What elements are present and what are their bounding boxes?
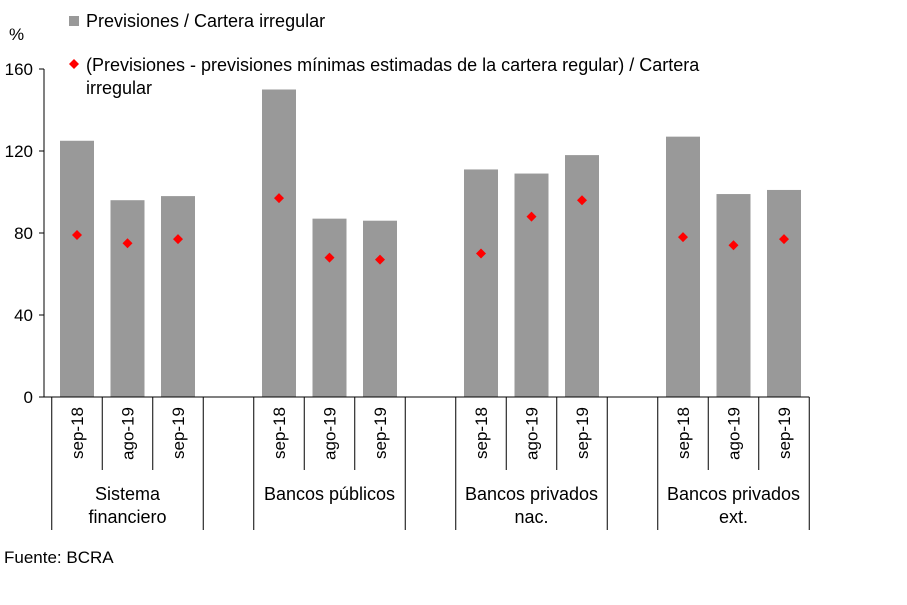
group-label-line: Bancos privados (465, 484, 598, 504)
marker-point (72, 230, 82, 241)
legend-label-bar-series: Previsiones / Cartera irregular (86, 11, 325, 31)
x-tick-label: ago-19 (321, 407, 340, 460)
x-tick-label: ago-19 (119, 407, 138, 460)
marker-point (173, 234, 183, 245)
group-label-line: financiero (88, 507, 166, 527)
x-tick-label: sep-18 (68, 407, 87, 459)
marker-point (779, 234, 789, 245)
x-tick-label: sep-18 (472, 407, 491, 459)
bar (716, 194, 751, 397)
y-tick-label: 80 (14, 224, 33, 243)
x-tick-label: sep-18 (674, 407, 693, 459)
bar (312, 218, 347, 397)
marker-point (375, 254, 385, 265)
legend-marker-swatch (69, 59, 79, 69)
bar (464, 169, 498, 397)
bar (767, 189, 801, 397)
y-axis-unit-label: % (9, 25, 24, 44)
marker-series (72, 193, 789, 265)
group-label-line: Bancos públicos (264, 484, 395, 504)
x-tick-label: ago-19 (725, 407, 744, 460)
legend: Previsiones / Cartera irregular (Previsi… (69, 11, 700, 98)
marker-point (526, 211, 537, 222)
legend-label-line: (Previsiones - previsiones mínimas estim… (86, 55, 700, 75)
legend-label-line: irregular (86, 78, 152, 98)
bar (565, 155, 599, 397)
y-tick-label: 160 (5, 60, 33, 79)
bar (666, 136, 700, 397)
bar-series (60, 89, 801, 397)
group-label: Bancos públicos (264, 484, 395, 504)
marker-point (274, 193, 284, 204)
x-tick-label: ago-19 (523, 407, 542, 460)
marker-point (678, 232, 688, 243)
bar (60, 140, 94, 397)
group-label: Bancos privados ext. (667, 484, 800, 527)
marker-point (577, 195, 587, 206)
marker-point (324, 252, 335, 263)
bar (514, 173, 549, 397)
x-tick-label: sep-19 (371, 407, 390, 459)
y-tick-label: 120 (5, 142, 33, 161)
x-tick-label: sep-19 (573, 407, 592, 459)
bar (262, 89, 296, 397)
bar (161, 196, 195, 397)
marker-point (122, 238, 133, 249)
x-tick-label: sep-19 (775, 407, 794, 459)
marker-point (476, 248, 486, 259)
y-tick-label: 0 (24, 388, 33, 407)
legend-bar-swatch (69, 16, 79, 26)
x-tick-label: sep-18 (270, 407, 289, 459)
source-note: Fuente: BCRA (4, 548, 114, 567)
x-axis: sep-18 ago-19 sep-19 Sistema financiero sep-1… (44, 396, 810, 530)
y-axis: 0 40 80 120 160 (5, 60, 45, 407)
y-tick-label: 40 (14, 306, 33, 325)
x-tick-label: sep-19 (169, 407, 188, 459)
marker-point (728, 240, 739, 251)
group-label-line: ext. (719, 507, 748, 527)
group-label-line: Sistema (95, 484, 161, 504)
legend-label-marker-series: (Previsiones - previsiones mínimas estim… (86, 55, 700, 98)
bar (363, 220, 397, 397)
group-label-line: Bancos privados (667, 484, 800, 504)
group-label: Bancos privados nac. (465, 484, 598, 527)
bar (110, 200, 145, 397)
group-label-line: nac. (514, 507, 548, 527)
group-label: Sistema financiero (88, 484, 166, 527)
